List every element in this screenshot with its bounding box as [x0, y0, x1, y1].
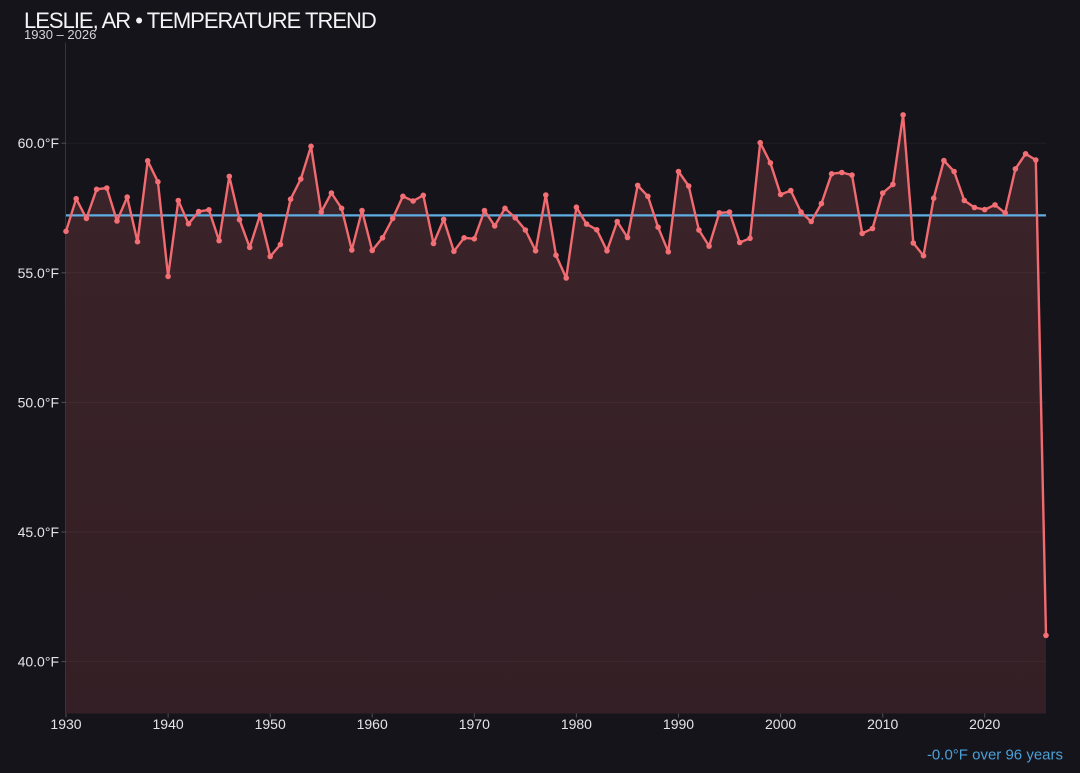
svg-text:55.0°F: 55.0°F [18, 265, 59, 281]
svg-text:2020: 2020 [969, 716, 1000, 732]
svg-text:-0.0°F over 96 years: -0.0°F over 96 years [927, 747, 1063, 764]
svg-text:2000: 2000 [765, 716, 796, 732]
svg-text:1930: 1930 [50, 716, 81, 732]
svg-text:2010: 2010 [867, 716, 898, 732]
svg-text:1990: 1990 [663, 716, 694, 732]
svg-text:1930 – 2026: 1930 – 2026 [24, 27, 96, 42]
svg-text:1940: 1940 [153, 716, 184, 732]
svg-text:1950: 1950 [255, 716, 286, 732]
svg-text:1960: 1960 [357, 716, 388, 732]
svg-text:45.0°F: 45.0°F [18, 524, 59, 540]
svg-text:1980: 1980 [561, 716, 592, 732]
svg-text:40.0°F: 40.0°F [18, 654, 59, 670]
svg-text:60.0°F: 60.0°F [18, 135, 59, 151]
svg-text:50.0°F: 50.0°F [18, 394, 59, 410]
svg-text:LESLIE, AR • TEMPERATURE TREND: LESLIE, AR • TEMPERATURE TREND [24, 8, 376, 33]
svg-text:1970: 1970 [459, 716, 490, 732]
